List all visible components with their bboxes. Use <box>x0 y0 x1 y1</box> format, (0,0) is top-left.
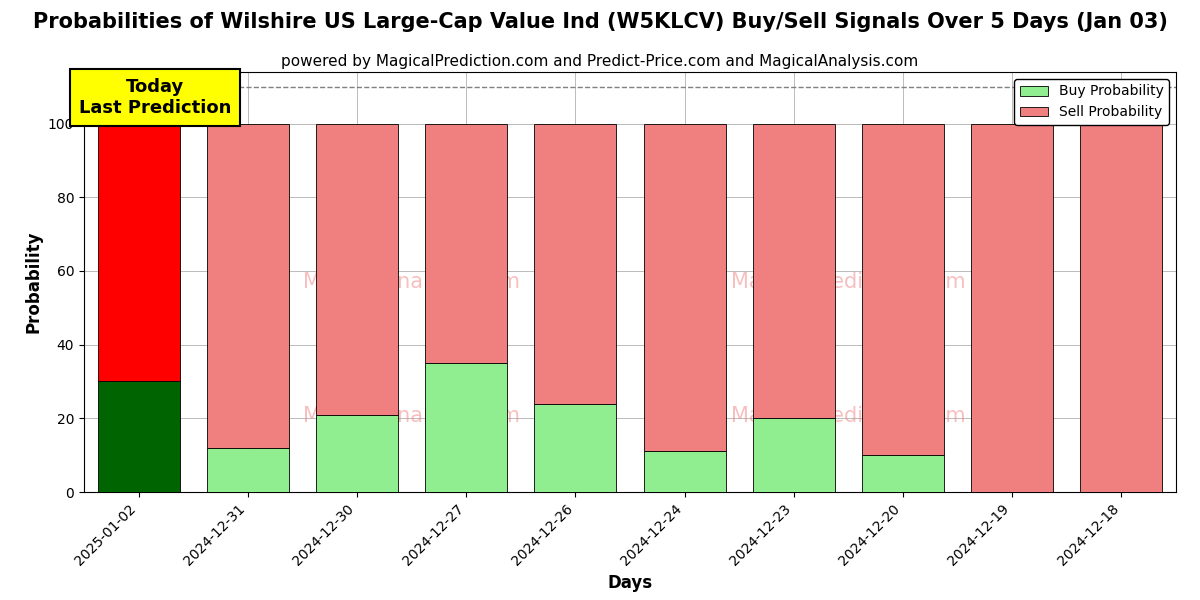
Bar <box>752 418 835 492</box>
Text: MagicalAnalysis.com: MagicalAnalysis.com <box>304 406 520 427</box>
Bar <box>1080 124 1163 492</box>
Text: Probabilities of Wilshire US Large-Cap Value Ind (W5KLCV) Buy/Sell Signals Over : Probabilities of Wilshire US Large-Cap V… <box>32 12 1168 32</box>
Bar <box>97 382 180 492</box>
Bar <box>316 415 398 492</box>
Text: MagicalPrediction.com: MagicalPrediction.com <box>731 406 966 427</box>
Bar <box>425 363 508 492</box>
Y-axis label: Probability: Probability <box>24 231 42 333</box>
Bar <box>643 451 726 492</box>
Bar <box>752 124 835 418</box>
Bar <box>643 124 726 451</box>
Bar <box>971 124 1054 492</box>
Legend: Buy Probability, Sell Probability: Buy Probability, Sell Probability <box>1014 79 1169 125</box>
Bar <box>425 124 508 363</box>
Text: MagicalPrediction.com: MagicalPrediction.com <box>731 272 966 292</box>
Bar <box>206 448 289 492</box>
Bar <box>206 124 289 448</box>
Bar <box>97 124 180 382</box>
Bar <box>534 124 617 404</box>
Bar <box>316 124 398 415</box>
Bar <box>862 455 944 492</box>
Bar <box>862 124 944 455</box>
X-axis label: Days: Days <box>607 574 653 592</box>
Text: powered by MagicalPrediction.com and Predict-Price.com and MagicalAnalysis.com: powered by MagicalPrediction.com and Pre… <box>281 54 919 69</box>
Text: MagicalAnalysis.com: MagicalAnalysis.com <box>304 272 520 292</box>
Bar <box>534 404 617 492</box>
Text: Today
Last Prediction: Today Last Prediction <box>79 79 232 117</box>
